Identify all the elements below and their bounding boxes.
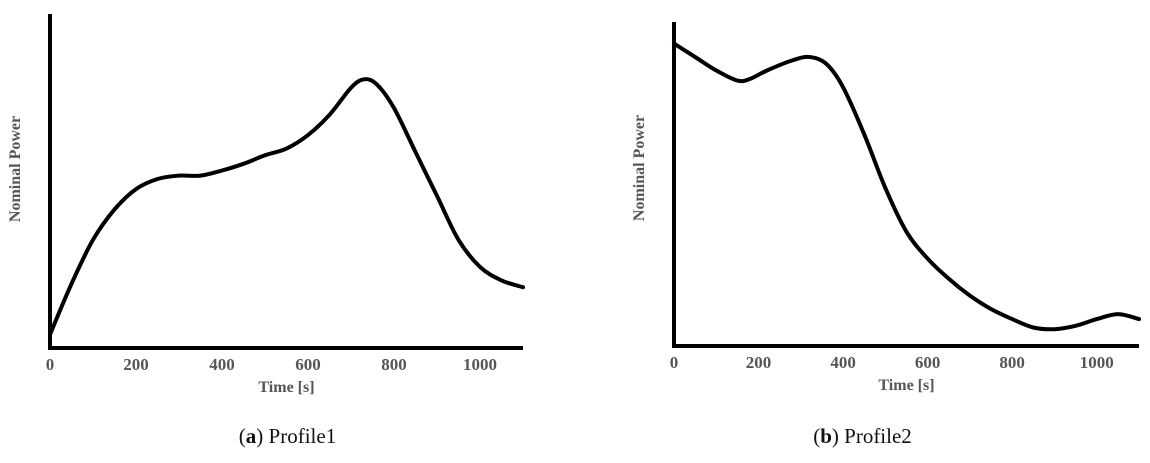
x-tick-label: 0 (670, 353, 679, 372)
x-tick-label: 200 (746, 353, 772, 372)
x-tick-label: 200 (123, 355, 149, 374)
chart-a: 0 200 400 600 800 1000 Time [s] Nominal Power (7, 14, 525, 396)
chart-panel-a: 0 200 400 600 800 1000 Time [s] Nominal Power (… (7, 14, 525, 448)
caption-a-letter: a (245, 424, 257, 448)
x-tick-label: 600 (295, 355, 321, 374)
caption-a: (a) Profile1 (238, 424, 337, 448)
y-axis-title: Nominal Power (631, 115, 648, 221)
series-line (48, 77, 525, 337)
caption-b: (b) Profile2 (813, 424, 912, 448)
x-tick-label: 800 (999, 353, 1025, 372)
x-tick-label: 0 (46, 355, 55, 374)
y-axis-title: Nominal Power (7, 116, 24, 222)
x-tick-label: 800 (381, 355, 407, 374)
chart-b: 0 200 400 600 800 1000 Time [s] Nominal Power (631, 22, 1141, 394)
x-tick-label: 1000 (1080, 353, 1114, 372)
chart-panel-b: 0 200 400 600 800 1000 Time [s] Nominal Power (… (575, 0, 1150, 463)
x-tick-label: 400 (830, 353, 856, 372)
x-tick-label: 400 (209, 355, 235, 374)
caption-b-text: Profile2 (844, 424, 912, 448)
x-tick-label: 600 (915, 353, 941, 372)
caption-b-letter: b (820, 424, 832, 448)
x-axis-title: Time [s] (878, 377, 934, 394)
caption-a-text: Profile1 (268, 424, 337, 448)
series-line (672, 41, 1141, 332)
x-tick-label: 1000 (463, 355, 497, 374)
x-axis-title: Time [s] (258, 379, 314, 396)
